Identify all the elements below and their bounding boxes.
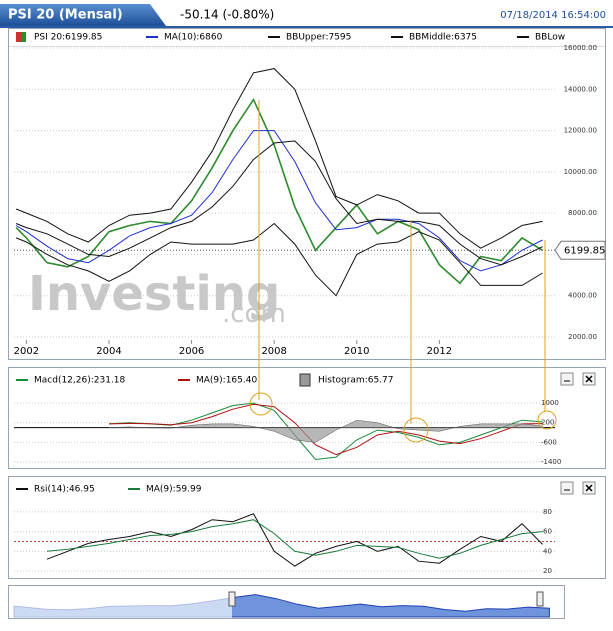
price-panel [8, 28, 606, 360]
price-change: -50.14 (-0.80%) [180, 8, 274, 22]
y-tick-label: 2000.00 [568, 333, 597, 341]
legend-label: BBUpper:7595 [286, 33, 351, 43]
y-tick-label: 10000.00 [564, 168, 597, 176]
y-tick-label: 16000.00 [564, 44, 597, 52]
navigator-handle[interactable] [536, 591, 544, 607]
series-line [15, 130, 543, 272]
y-tick-label: -1400 [541, 458, 561, 466]
annotation-circle [249, 392, 273, 416]
series-line [15, 68, 543, 249]
minimize-button[interactable] [560, 372, 574, 386]
rsi-panel [8, 476, 606, 579]
y-tick-label: 1000 [541, 399, 559, 407]
chart [14, 402, 555, 463]
y-tick-label: 4000.00 [568, 292, 597, 300]
legend-label: MA(9):165.40 [196, 376, 257, 386]
close-icon [585, 375, 593, 383]
last-price-box [554, 240, 606, 260]
x-tick-label: 2008 [261, 346, 286, 357]
series-line [15, 140, 543, 266]
x-tick-label: 2002 [14, 346, 39, 357]
header-rule [0, 26, 613, 28]
series-line [46, 513, 543, 567]
chart: Investing.com [14, 47, 555, 338]
legend-label: PSI 20:6199.85 [34, 33, 102, 43]
series-line [108, 402, 543, 461]
y-tick-label: 60 [543, 528, 552, 536]
y-tick-label: 80 [543, 508, 552, 516]
chart [14, 511, 555, 572]
legend-label: MA(10):6860 [164, 33, 223, 43]
legend-label: Macd(12,26):231.18 [34, 376, 126, 386]
series-line [15, 222, 543, 297]
watermark: Investing [28, 266, 280, 322]
navigator-mask [9, 586, 232, 618]
legend-swatch [299, 373, 311, 387]
annotation-circle [403, 417, 429, 443]
navigator-handle[interactable] [228, 591, 236, 607]
watermark-suffix: .com [222, 299, 286, 329]
legend-swatch [21, 32, 26, 42]
legend-swatch [16, 32, 21, 42]
y-tick-label: 20 [543, 567, 552, 575]
charts: Investing.com2000.004000.006000.008000.0… [9, 32, 606, 618]
y-tick-label: 200 [541, 419, 554, 427]
annotation-circle [537, 410, 557, 430]
instrument-title: PSI 20 (Mensal) [8, 8, 123, 23]
last-price-label: 6199.85 [564, 245, 605, 256]
x-tick-label: 2012 [427, 346, 452, 357]
legend-label: BBMiddle:6375 [409, 33, 477, 43]
histogram-area [108, 419, 543, 443]
timestamp: 07/18/2014 16:54:00 [500, 10, 606, 21]
x-tick-label: 2004 [96, 346, 121, 357]
y-tick-label: 12000.00 [564, 127, 597, 135]
legend-label: Histogram:65.77 [318, 376, 394, 386]
y-tick-label: -600 [541, 438, 557, 446]
series-line [15, 97, 544, 285]
legend-label: BBLow [535, 33, 565, 43]
title-tab [0, 4, 166, 26]
y-tick-label: 8000.00 [568, 209, 597, 217]
legend-label: Rsi(14):46.95 [34, 485, 95, 495]
y-tick-label: 40 [543, 547, 552, 555]
y-tick-label: 14000.00 [564, 85, 597, 93]
minimize-button[interactable] [560, 481, 574, 495]
close-icon [585, 484, 593, 492]
x-tick-label: 2006 [179, 346, 204, 357]
series-line [108, 403, 543, 456]
annotations [249, 100, 557, 443]
series-line [46, 519, 543, 559]
panel-buttons [560, 372, 596, 495]
x-tick-label: 2010 [344, 346, 369, 357]
legend-label: MA(9):59.99 [146, 485, 202, 495]
